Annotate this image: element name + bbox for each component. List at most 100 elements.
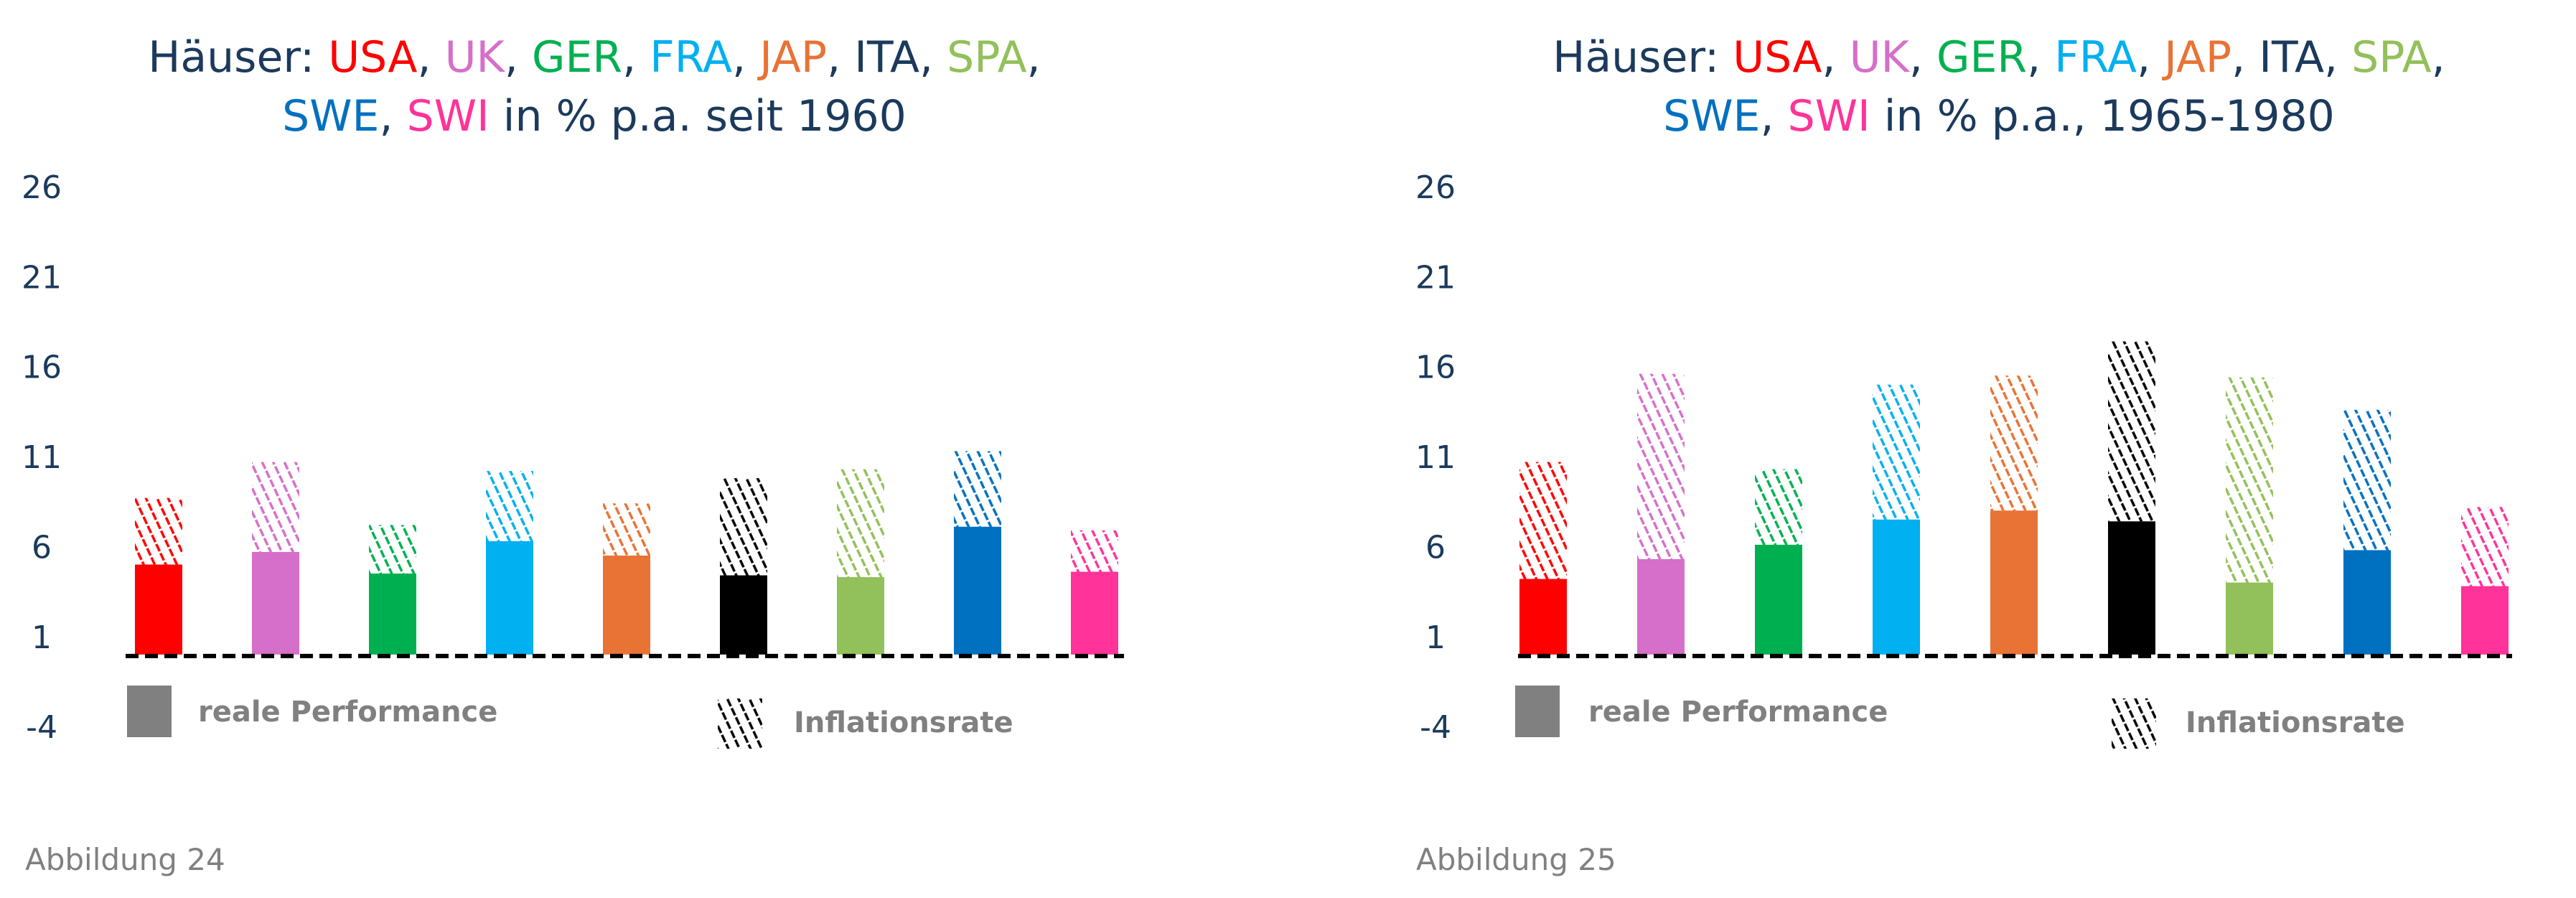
bar-real-swe — [2343, 550, 2391, 655]
title-segment: , — [2027, 32, 2054, 83]
title-segment: , — [1909, 32, 1936, 83]
bar-inflation-swi — [1071, 530, 1118, 572]
title-segment: FRA — [2054, 32, 2137, 83]
bar-inflation-ger — [1755, 469, 1802, 545]
title-segment: Häuser: — [1552, 32, 1733, 83]
title-segment: , — [1822, 32, 1849, 83]
bar-real-ger — [369, 574, 416, 655]
title-segment: in % p.a., 1965-1980 — [1870, 91, 2335, 141]
bar-inflation-usa — [135, 497, 182, 565]
title-segment: , — [919, 32, 947, 83]
title-segment: , — [1760, 91, 1787, 141]
title-segment: , — [379, 91, 406, 141]
bar-real-spa — [837, 577, 884, 655]
bar-inflation-usa — [1519, 462, 1567, 579]
bar-real-usa — [1519, 579, 1567, 655]
y-tick-label: 21 — [1415, 259, 1456, 296]
title-segment: SWE — [1663, 91, 1760, 141]
title-segment: , — [2231, 32, 2259, 83]
title-segment: , — [2137, 32, 2164, 83]
bar-real-jap — [603, 555, 650, 655]
title-segment: SWE — [282, 91, 379, 141]
bar-real-jap — [1990, 510, 2038, 655]
chart-title-line-2: SWE, SWI in % p.a. seit 1960 — [282, 91, 907, 141]
title-segment: USA — [1733, 32, 1822, 83]
bar-inflation-swe — [2343, 409, 2391, 551]
title-segment: , — [417, 32, 444, 83]
legend-swatch-real — [127, 686, 172, 737]
y-tick-label: 1 — [32, 619, 52, 656]
bar-inflation-swe — [954, 451, 1001, 527]
bar-real-swe — [954, 526, 1001, 655]
title-segment: , — [1027, 32, 1041, 83]
bar-inflation-ger — [369, 525, 416, 574]
bar-inflation-fra — [486, 471, 533, 541]
title-segment: USA — [328, 32, 417, 83]
y-tick-label: -4 — [1420, 709, 1451, 746]
y-tick-label: -4 — [26, 709, 57, 746]
title-segment: SWI — [1788, 91, 1870, 141]
title-segment: , — [2324, 32, 2351, 83]
bar-real-ita — [2108, 521, 2155, 655]
y-tick-label: 6 — [32, 529, 52, 566]
bar-real-fra — [486, 541, 533, 655]
y-tick-label: 26 — [1415, 169, 1456, 206]
title-segment: GER — [1936, 32, 2027, 83]
title-segment: FRA — [650, 32, 732, 83]
bar-inflation-jap — [1990, 375, 2038, 511]
title-segment: , — [505, 32, 532, 83]
title-segment: , — [2432, 32, 2445, 83]
chart-title-line-2: SWE, SWI in % p.a., 1965-1980 — [1663, 91, 2335, 141]
bar-inflation-ita — [2108, 341, 2155, 522]
title-segment: UK — [445, 32, 506, 83]
chart-title-line-1: Häuser: USA, UK, GER, FRA, JAP, ITA, SPA… — [1552, 32, 2445, 83]
y-tick-label: 16 — [22, 350, 62, 386]
title-segment: ITA — [854, 32, 919, 83]
legend-swatch-real — [1515, 686, 1560, 737]
bar-real-usa — [135, 564, 182, 655]
bar-real-uk — [1637, 558, 1685, 655]
figure-caption: Abbildung 25 — [1416, 842, 1616, 877]
legend-label-real: reale Performance — [1588, 696, 1888, 729]
legend-label-inflation: Inflationsrate — [2186, 706, 2405, 739]
bar-real-swi — [1071, 571, 1118, 655]
title-segment: JAP — [757, 32, 827, 83]
legend-label-real: reale Performance — [198, 696, 497, 729]
bar-inflation-ita — [720, 478, 767, 576]
y-tick-label: 11 — [22, 439, 62, 476]
bar-real-swi — [2461, 586, 2509, 655]
y-tick-label: 6 — [1425, 529, 1446, 566]
title-segment: in % p.a. seit 1960 — [490, 91, 907, 141]
title-segment: GER — [532, 32, 622, 83]
legend-swatch-inflation — [718, 698, 762, 749]
chart-1: Häuser: USA, UK, GER, FRA, JAP, ITA, SPA… — [22, 32, 1124, 877]
title-segment: , — [622, 32, 650, 83]
title-segment: SWI — [407, 91, 490, 141]
y-tick-label: 16 — [1415, 350, 1456, 386]
title-segment: ITA — [2259, 32, 2324, 83]
bar-real-ger — [1755, 544, 1802, 655]
legend-label-inflation: Inflationsrate — [794, 706, 1013, 739]
y-tick-label: 1 — [1425, 619, 1446, 656]
title-segment: Häuser: — [148, 32, 328, 83]
title-segment: , — [827, 32, 854, 83]
bar-real-spa — [2226, 582, 2273, 655]
bar-inflation-jap — [603, 503, 650, 556]
y-tick-label: 21 — [22, 259, 62, 296]
figure-caption: Abbildung 24 — [25, 842, 225, 877]
bar-inflation-uk — [1637, 373, 1685, 559]
title-segment: UK — [1850, 32, 1911, 83]
y-tick-label: 26 — [22, 169, 62, 206]
title-segment: JAP — [2161, 32, 2231, 83]
bar-inflation-fra — [1873, 384, 1920, 520]
bar-inflation-spa — [2226, 377, 2273, 583]
bar-inflation-uk — [252, 462, 299, 552]
chart-title-line-1: Häuser: USA, UK, GER, FRA, JAP, ITA, SPA… — [148, 32, 1040, 83]
bar-real-ita — [720, 575, 767, 655]
bar-inflation-spa — [837, 469, 884, 578]
title-segment: SPA — [947, 32, 1026, 83]
bar-inflation-swi — [2461, 507, 2509, 586]
chart-2: Häuser: USA, UK, GER, FRA, JAP, ITA, SPA… — [1415, 32, 2512, 877]
bar-real-uk — [252, 551, 299, 655]
